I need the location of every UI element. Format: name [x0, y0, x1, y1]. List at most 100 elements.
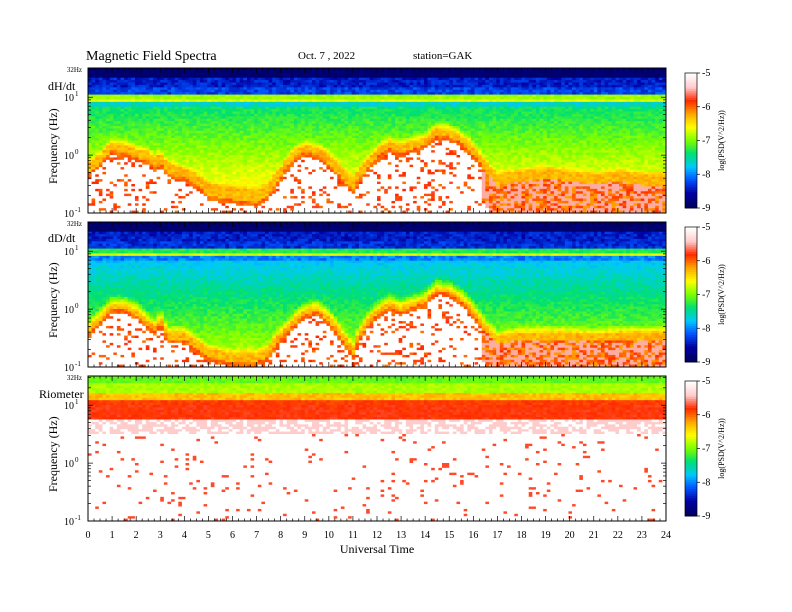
heatmap-cell — [326, 182, 330, 185]
heatmap-cell — [200, 174, 204, 177]
heatmap-cell — [186, 157, 190, 160]
heatmap-cell — [363, 80, 367, 83]
heatmap-cell — [233, 92, 237, 95]
heatmap-cell — [305, 136, 309, 139]
heatmap-cell — [95, 191, 99, 194]
heatmap-cell — [305, 114, 309, 117]
heatmap-cell — [258, 196, 262, 199]
heatmap-cell — [301, 85, 305, 88]
heatmap-cell — [341, 153, 345, 156]
heatmap-cell — [196, 160, 200, 163]
heatmap-cell — [305, 145, 309, 148]
heatmap-cell — [301, 186, 305, 189]
heatmap-cell — [330, 145, 334, 148]
heatmap-cell — [366, 184, 370, 187]
heatmap-cell — [204, 208, 208, 211]
heatmap-cell — [229, 102, 233, 105]
heatmap-cell — [207, 162, 211, 165]
heatmap-cell — [200, 191, 204, 194]
heatmap-cell — [153, 128, 157, 131]
heatmap-cell — [301, 162, 305, 165]
heatmap-cell — [218, 199, 222, 202]
heatmap-cell — [341, 203, 345, 206]
heatmap-cell — [384, 143, 388, 146]
heatmap-cell — [142, 107, 146, 110]
heatmap-cell — [167, 119, 171, 122]
heatmap-cell — [240, 95, 244, 98]
heatmap-cell — [186, 80, 190, 83]
heatmap-cell — [128, 80, 132, 83]
heatmap-cell — [247, 70, 251, 73]
heatmap-cell — [261, 182, 265, 185]
heatmap-cell — [157, 112, 161, 115]
heatmap-cell — [229, 170, 233, 173]
heatmap-cell — [316, 201, 320, 204]
heatmap-cell — [117, 186, 121, 189]
heatmap-cell — [135, 95, 139, 98]
heatmap-cell — [272, 126, 276, 129]
heatmap-cell — [200, 121, 204, 124]
heatmap-cell — [225, 196, 229, 199]
heatmap-cell — [341, 199, 345, 202]
heatmap-cell — [283, 95, 287, 98]
heatmap-cell — [337, 92, 341, 95]
heatmap-cell — [142, 189, 146, 192]
heatmap-cell — [157, 165, 161, 168]
heatmap-cell — [276, 128, 280, 131]
heatmap-cell — [334, 131, 338, 134]
heatmap-cell — [316, 78, 320, 81]
heatmap-cell — [121, 143, 125, 146]
heatmap-cell — [341, 162, 345, 165]
heatmap-cell — [243, 109, 247, 112]
heatmap-cell — [121, 157, 125, 160]
heatmap-cell — [348, 150, 352, 153]
heatmap-cell — [92, 203, 96, 206]
heatmap-cell — [269, 131, 273, 134]
heatmap-cell — [236, 191, 240, 194]
heatmap-cell — [272, 153, 276, 156]
heatmap-cell — [316, 167, 320, 170]
heatmap-cell — [337, 107, 341, 110]
panel-dhdt: dH/dt Frequency (Hz) 32Hz10110010-1 -5-6… — [46, 66, 726, 220]
heatmap-cell — [106, 99, 110, 102]
heatmap-cell — [381, 203, 385, 206]
heatmap-cell — [139, 141, 143, 144]
heatmap-cell — [171, 199, 175, 202]
heatmap-cell — [279, 162, 283, 165]
heatmap-cell — [233, 155, 237, 158]
heatmap-cell — [384, 109, 388, 112]
heatmap-cell — [308, 70, 312, 73]
heatmap-cell — [287, 99, 291, 102]
heatmap-cell — [207, 191, 211, 194]
heatmap-cell — [381, 186, 385, 189]
heatmap-cell — [142, 160, 146, 163]
heatmap-cell — [305, 194, 309, 197]
heatmap-cell — [218, 191, 222, 194]
heatmap-cell — [344, 170, 348, 173]
heatmap-cell — [326, 145, 330, 148]
heatmap-cell — [258, 145, 262, 148]
heatmap-cell — [344, 153, 348, 156]
heatmap-cell — [381, 165, 385, 168]
heatmap-cell — [305, 160, 309, 163]
heatmap-cell — [225, 73, 229, 76]
heatmap-cell — [99, 191, 103, 194]
heatmap-cell — [218, 119, 222, 122]
heatmap-cell — [359, 97, 363, 100]
heatmap-cell — [243, 124, 247, 127]
heatmap-cell — [135, 138, 139, 141]
heatmap-cell — [290, 189, 294, 192]
heatmap-cell — [164, 167, 168, 170]
heatmap-cell — [182, 97, 186, 100]
heatmap-cell — [135, 174, 139, 177]
heatmap-cell — [153, 109, 157, 112]
heatmap-cell — [204, 83, 208, 86]
heatmap-cell — [110, 150, 114, 153]
heatmap-cell — [326, 99, 330, 102]
heatmap-cell — [377, 194, 381, 197]
heatmap-cell — [92, 186, 96, 189]
heatmap-cell — [258, 157, 262, 160]
heatmap-cell — [196, 116, 200, 119]
heatmap-cell — [113, 124, 117, 127]
heatmap-cell — [243, 121, 247, 124]
